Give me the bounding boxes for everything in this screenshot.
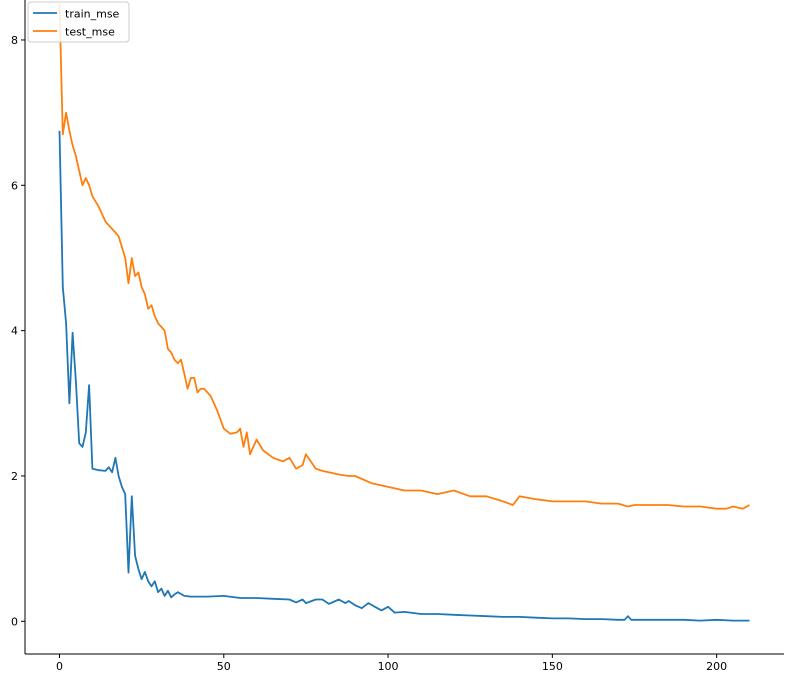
legend-box xyxy=(27,1,130,43)
y-tick-label: 0 xyxy=(11,615,18,628)
y-axis-ticks: 0 2 4 6 8 xyxy=(11,34,25,628)
x-tick-label: 0 xyxy=(56,660,63,673)
x-tick-label: 50 xyxy=(217,660,231,673)
legend-label-test-mse: test_mse xyxy=(65,26,115,39)
series-line-test-mse xyxy=(58,3,750,510)
y-tick-label: 2 xyxy=(11,470,18,483)
x-tick-label: 200 xyxy=(706,660,727,673)
plot-frame xyxy=(24,0,784,655)
series-lines xyxy=(58,3,750,622)
series-line-train-mse xyxy=(58,130,750,622)
legend-label-train-mse: train_mse xyxy=(65,8,120,21)
y-tick-label: 8 xyxy=(11,34,18,47)
y-tick-label: 6 xyxy=(11,179,18,192)
y-tick-label: 4 xyxy=(11,325,18,338)
x-tick-label: 150 xyxy=(542,660,563,673)
legend: train_mse test_mse xyxy=(27,1,130,43)
x-tick-label: 100 xyxy=(378,660,399,673)
x-axis-ticks: 0 50 100 150 200 xyxy=(56,654,727,673)
